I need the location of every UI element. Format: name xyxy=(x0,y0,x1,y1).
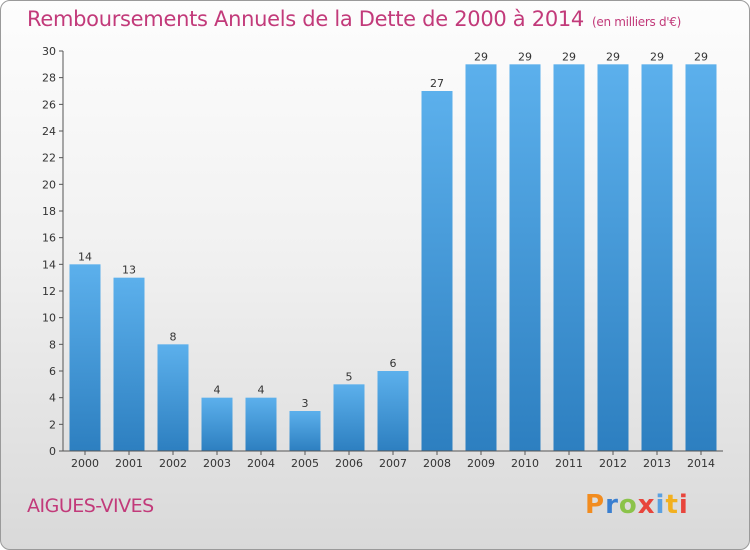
data-label-2014: 29 xyxy=(694,50,708,63)
x-tick-label: 2010 xyxy=(511,457,539,470)
y-tick-label: 0 xyxy=(49,445,56,458)
y-tick-label: 30 xyxy=(42,45,56,58)
x-tick-label: 2002 xyxy=(159,457,187,470)
x-tick-label: 2003 xyxy=(203,457,231,470)
data-label-2009: 29 xyxy=(474,50,488,63)
x-tick-label: 2007 xyxy=(379,457,407,470)
data-label-2010: 29 xyxy=(518,50,532,63)
y-tick-label: 20 xyxy=(42,178,56,191)
data-label-2005: 3 xyxy=(302,397,309,410)
y-tick-label: 14 xyxy=(42,258,56,271)
bar-2000 xyxy=(69,264,101,451)
data-label-2007: 6 xyxy=(390,357,397,370)
bar-2013 xyxy=(641,64,673,452)
bar-2012 xyxy=(597,64,629,452)
bar-2014 xyxy=(685,64,717,452)
chart-title-text: Remboursements Annuels de la Dette de 20… xyxy=(27,7,584,31)
data-label-2011: 29 xyxy=(562,50,576,63)
y-tick-label: 24 xyxy=(42,125,56,138)
y-tick-label: 28 xyxy=(42,72,56,85)
y-tick-label: 12 xyxy=(42,285,56,298)
y-tick-label: 2 xyxy=(49,418,56,431)
x-tick-label: 2006 xyxy=(335,457,363,470)
y-tick-label: 4 xyxy=(49,392,56,405)
data-label-2012: 29 xyxy=(606,50,620,63)
bar-2001 xyxy=(113,277,145,451)
x-tick-label: 2011 xyxy=(555,457,583,470)
y-tick-label: 26 xyxy=(42,98,56,111)
bar-2007 xyxy=(377,371,409,451)
bar-2004 xyxy=(245,397,277,451)
data-label-2013: 29 xyxy=(650,50,664,63)
bar-2003 xyxy=(201,397,233,451)
x-tick-label: 2009 xyxy=(467,457,495,470)
data-label-2006: 5 xyxy=(346,370,353,383)
bar-2008 xyxy=(421,91,453,451)
y-tick-label: 16 xyxy=(42,232,56,245)
x-tick-label: 2012 xyxy=(599,457,627,470)
data-label-2002: 8 xyxy=(170,330,177,343)
x-tick-label: 2000 xyxy=(71,457,99,470)
data-label-2001: 13 xyxy=(122,264,136,277)
x-tick-label: 2014 xyxy=(687,457,715,470)
bar-2009 xyxy=(465,64,497,452)
bars: 14 13 8 4 4 3 5 6 27 29 29 29 29 29 29 xyxy=(69,50,717,452)
y-tick-label: 10 xyxy=(42,312,56,325)
proxiti-logo: Proxiti xyxy=(585,490,689,520)
bar-2002 xyxy=(157,344,189,451)
chart-subtitle: (en milliers d'€) xyxy=(592,15,682,29)
y-tick-label: 8 xyxy=(49,338,56,351)
x-tick-label: 2004 xyxy=(247,457,275,470)
data-label-2003: 4 xyxy=(214,384,221,397)
chart-title: Remboursements Annuels de la Dette de 20… xyxy=(27,7,681,31)
data-label-2000: 14 xyxy=(78,250,92,263)
bar-2011 xyxy=(553,64,585,452)
x-tick-label: 2013 xyxy=(643,457,671,470)
place-name: AIGUES-VIVES xyxy=(27,495,154,517)
y-tick-label: 6 xyxy=(49,365,56,378)
bar-2010 xyxy=(509,64,541,452)
x-tick-label: 2008 xyxy=(423,457,451,470)
x-axis: 2000 2001 2002 2003 2004 2005 2006 2007 2008 2009… xyxy=(63,450,723,470)
data-label-2008: 27 xyxy=(430,77,444,90)
y-tick-label: 18 xyxy=(42,205,56,218)
bar-2006 xyxy=(333,384,365,451)
y-tick-label: 22 xyxy=(42,152,56,165)
x-tick-label: 2001 xyxy=(115,457,143,470)
data-label-2004: 4 xyxy=(258,384,265,397)
x-tick-label: 2005 xyxy=(291,457,319,470)
bar-2005 xyxy=(289,411,321,451)
